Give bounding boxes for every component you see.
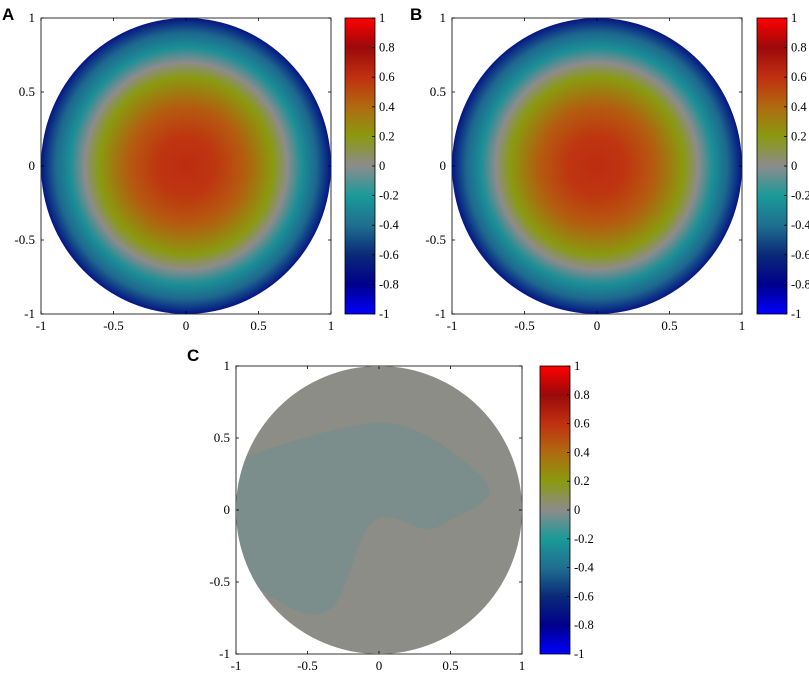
y-tick-label: 0 xyxy=(440,158,447,173)
colorbar-tick-label: 0.6 xyxy=(379,70,395,84)
y-tick-label: 1 xyxy=(224,358,231,373)
panel-a: A -1 -0.5 0 0.5 1 1 0.5 0 -0.5 -1 1 0.8 0.6 0.4 0.2 0… xyxy=(2,5,400,333)
colorbar-tick-label: -1 xyxy=(574,647,584,661)
y-tick-label: 0.5 xyxy=(19,84,35,99)
colorbar-tick-label: -0.4 xyxy=(791,218,809,232)
colorbar-tick-label: -0.2 xyxy=(574,532,594,546)
y-tick-label: -1 xyxy=(435,306,446,321)
colorbar-tick-label: -0.6 xyxy=(379,248,399,262)
x-tick-label: 1 xyxy=(519,658,526,673)
colorbar-tick-label: 0.8 xyxy=(379,41,395,55)
x-tick-label: 0 xyxy=(183,318,190,333)
x-tick-label: 1 xyxy=(328,318,335,333)
colorbar-tick-label: -1 xyxy=(791,307,801,321)
colorbar-tick-label: -0.6 xyxy=(574,589,594,603)
colorbar-tick-label: 1 xyxy=(379,11,385,25)
y-tick-label: -0.5 xyxy=(425,232,446,247)
colorbar-c: 1 0.8 0.6 0.4 0.2 0 -0.2 -0.4 -0.6 -0.8 -1 xyxy=(539,359,595,661)
colorbar-tick-label: 0.4 xyxy=(379,100,395,114)
panel-label-c: C xyxy=(187,346,199,365)
y-tick-label: 0.5 xyxy=(430,84,446,99)
x-tick-label: 0.5 xyxy=(661,318,677,333)
y-tick-label: 1 xyxy=(440,10,447,25)
colorbar-tick-label: -0.8 xyxy=(791,277,809,291)
colorbar-tick-label: -0.4 xyxy=(379,218,400,232)
colorbar-b: 1 0.8 0.6 0.4 0.2 0 -0.2 -0.4 -0.6 -0.8 -1 xyxy=(756,11,809,321)
x-tick-label: 0 xyxy=(594,318,601,333)
colorbar-tick-label: 1 xyxy=(791,11,797,25)
colorbar-tick-label: 0.6 xyxy=(791,70,807,84)
colorbar-tick-label: -0.2 xyxy=(791,189,809,203)
x-tick-label: -0.5 xyxy=(514,318,535,333)
colorbar-tick-label: 0.4 xyxy=(791,100,807,114)
x-axis-c: -1 -0.5 0 0.5 1 xyxy=(231,366,526,673)
colorbar-tick-label: -0.4 xyxy=(574,561,595,575)
colorbar-tick-label: 1 xyxy=(574,359,580,373)
y-tick-label: -0.5 xyxy=(14,232,35,247)
colorbar-gradient xyxy=(539,365,571,655)
y-tick-label: 0.5 xyxy=(214,430,230,445)
y-tick-label: 0 xyxy=(224,502,231,517)
panel-label-b: B xyxy=(410,5,422,24)
colorbar-tick-label: 0 xyxy=(379,159,385,173)
colorbar-tick-label: 0.4 xyxy=(574,445,590,459)
panel-c: C -1 -0.5 0 0.5 1 1 0.5 0 -0.5 -1 1 0.8 0.6 0.4 0.2 0… xyxy=(187,346,595,673)
y-axis-a: 1 0.5 0 -0.5 -1 xyxy=(14,10,331,321)
y-tick-label: 0 xyxy=(29,158,36,173)
x-tick-label: -1 xyxy=(36,318,47,333)
colorbar-tick-label: 0.8 xyxy=(574,388,590,402)
colorbar-tick-label: -0.8 xyxy=(574,618,594,632)
x-tick-label: -1 xyxy=(447,318,458,333)
colorbar-gradient xyxy=(344,17,376,315)
colorbar-tick-label: 0.8 xyxy=(791,41,807,55)
plot-area-b xyxy=(451,17,743,315)
x-tick-label: 0.5 xyxy=(250,318,266,333)
y-tick-label: -0.5 xyxy=(209,574,230,589)
colorbar-tick-label: 0 xyxy=(791,159,797,173)
y-axis-b: 1 0.5 0 -0.5 -1 xyxy=(425,10,742,321)
colorbar-tick-label: 0.2 xyxy=(574,474,590,488)
x-tick-label: 1 xyxy=(739,318,746,333)
x-tick-label: 0.5 xyxy=(442,658,458,673)
y-tick-label: 1 xyxy=(29,10,36,25)
colorbar-tick-label: -0.2 xyxy=(379,189,399,203)
colorbar-tick-label: -0.6 xyxy=(791,248,809,262)
y-tick-label: -1 xyxy=(24,306,35,321)
colorbar-tick-label: -0.8 xyxy=(379,277,399,291)
x-axis-b: -1 -0.5 0 0.5 1 xyxy=(447,18,746,333)
x-tick-label: -1 xyxy=(231,658,242,673)
plot-area-a xyxy=(40,17,332,315)
panel-label-a: A xyxy=(2,5,14,24)
colorbar-tick-label: 0.6 xyxy=(574,417,590,431)
x-tick-label: -0.5 xyxy=(103,318,124,333)
x-tick-label: -0.5 xyxy=(297,658,318,673)
x-axis-a: -1 -0.5 0 0.5 1 xyxy=(36,18,335,333)
colorbar-tick-label: 0.2 xyxy=(379,129,395,143)
y-tick-label: -1 xyxy=(219,646,230,661)
field-patch xyxy=(236,422,490,615)
colorbar-tick-label: 0.2 xyxy=(791,129,807,143)
colorbar-a: 1 0.8 0.6 0.4 0.2 0 -0.2 -0.4 -0.6 -0.8 -1 xyxy=(344,11,400,321)
field-disk xyxy=(41,18,331,314)
plot-area-c xyxy=(235,365,523,655)
colorbar-tick-label: 0 xyxy=(574,503,580,517)
colorbar-gradient xyxy=(756,17,788,315)
panel-b: B -1 -0.5 0 0.5 1 1 0.5 0 -0.5 -1 1 0.8 0.6 0.4 0.2 0… xyxy=(410,5,809,333)
field-disk xyxy=(452,18,742,314)
x-tick-label: 0 xyxy=(376,658,383,673)
colorbar-tick-label: -1 xyxy=(379,307,389,321)
y-axis-c: 1 0.5 0 -0.5 -1 xyxy=(209,358,522,661)
